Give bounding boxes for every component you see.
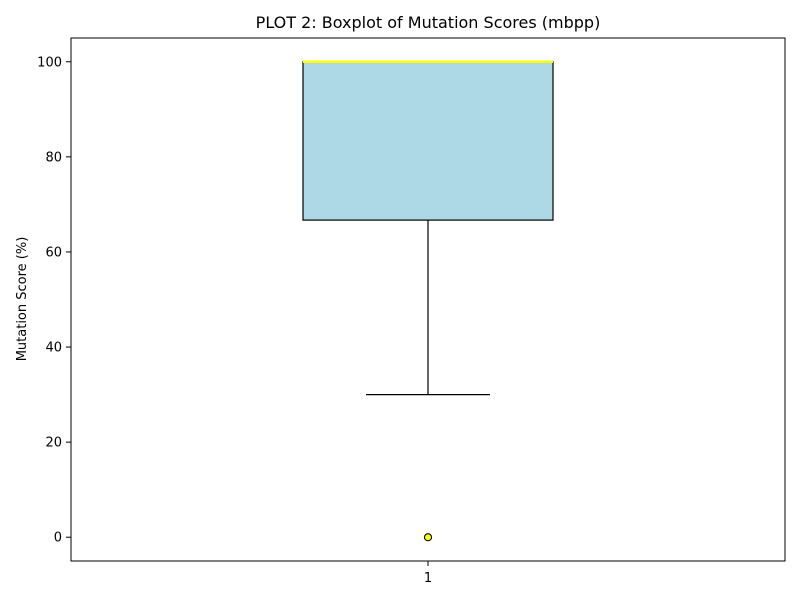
iqr-box: [302, 61, 554, 221]
chart-title: PLOT 2: Boxplot of Mutation Scores (mbpp…: [256, 13, 601, 32]
x-axis: 1: [424, 561, 432, 586]
y-tick-label: 100: [37, 55, 62, 70]
plot-area: [302, 60, 554, 542]
y-tick-label: 80: [45, 150, 62, 165]
outlier-point: [424, 533, 432, 542]
y-tick-label: 60: [45, 245, 62, 260]
y-axis: 0 20 40 60 80 100: [37, 55, 71, 546]
y-axis-label: Mutation Score (%): [15, 237, 30, 362]
y-tick-label: 40: [45, 341, 62, 356]
y-tick-label: 20: [45, 436, 62, 451]
x-tick-label: 1: [424, 571, 432, 586]
y-tick-label: 0: [54, 531, 62, 546]
